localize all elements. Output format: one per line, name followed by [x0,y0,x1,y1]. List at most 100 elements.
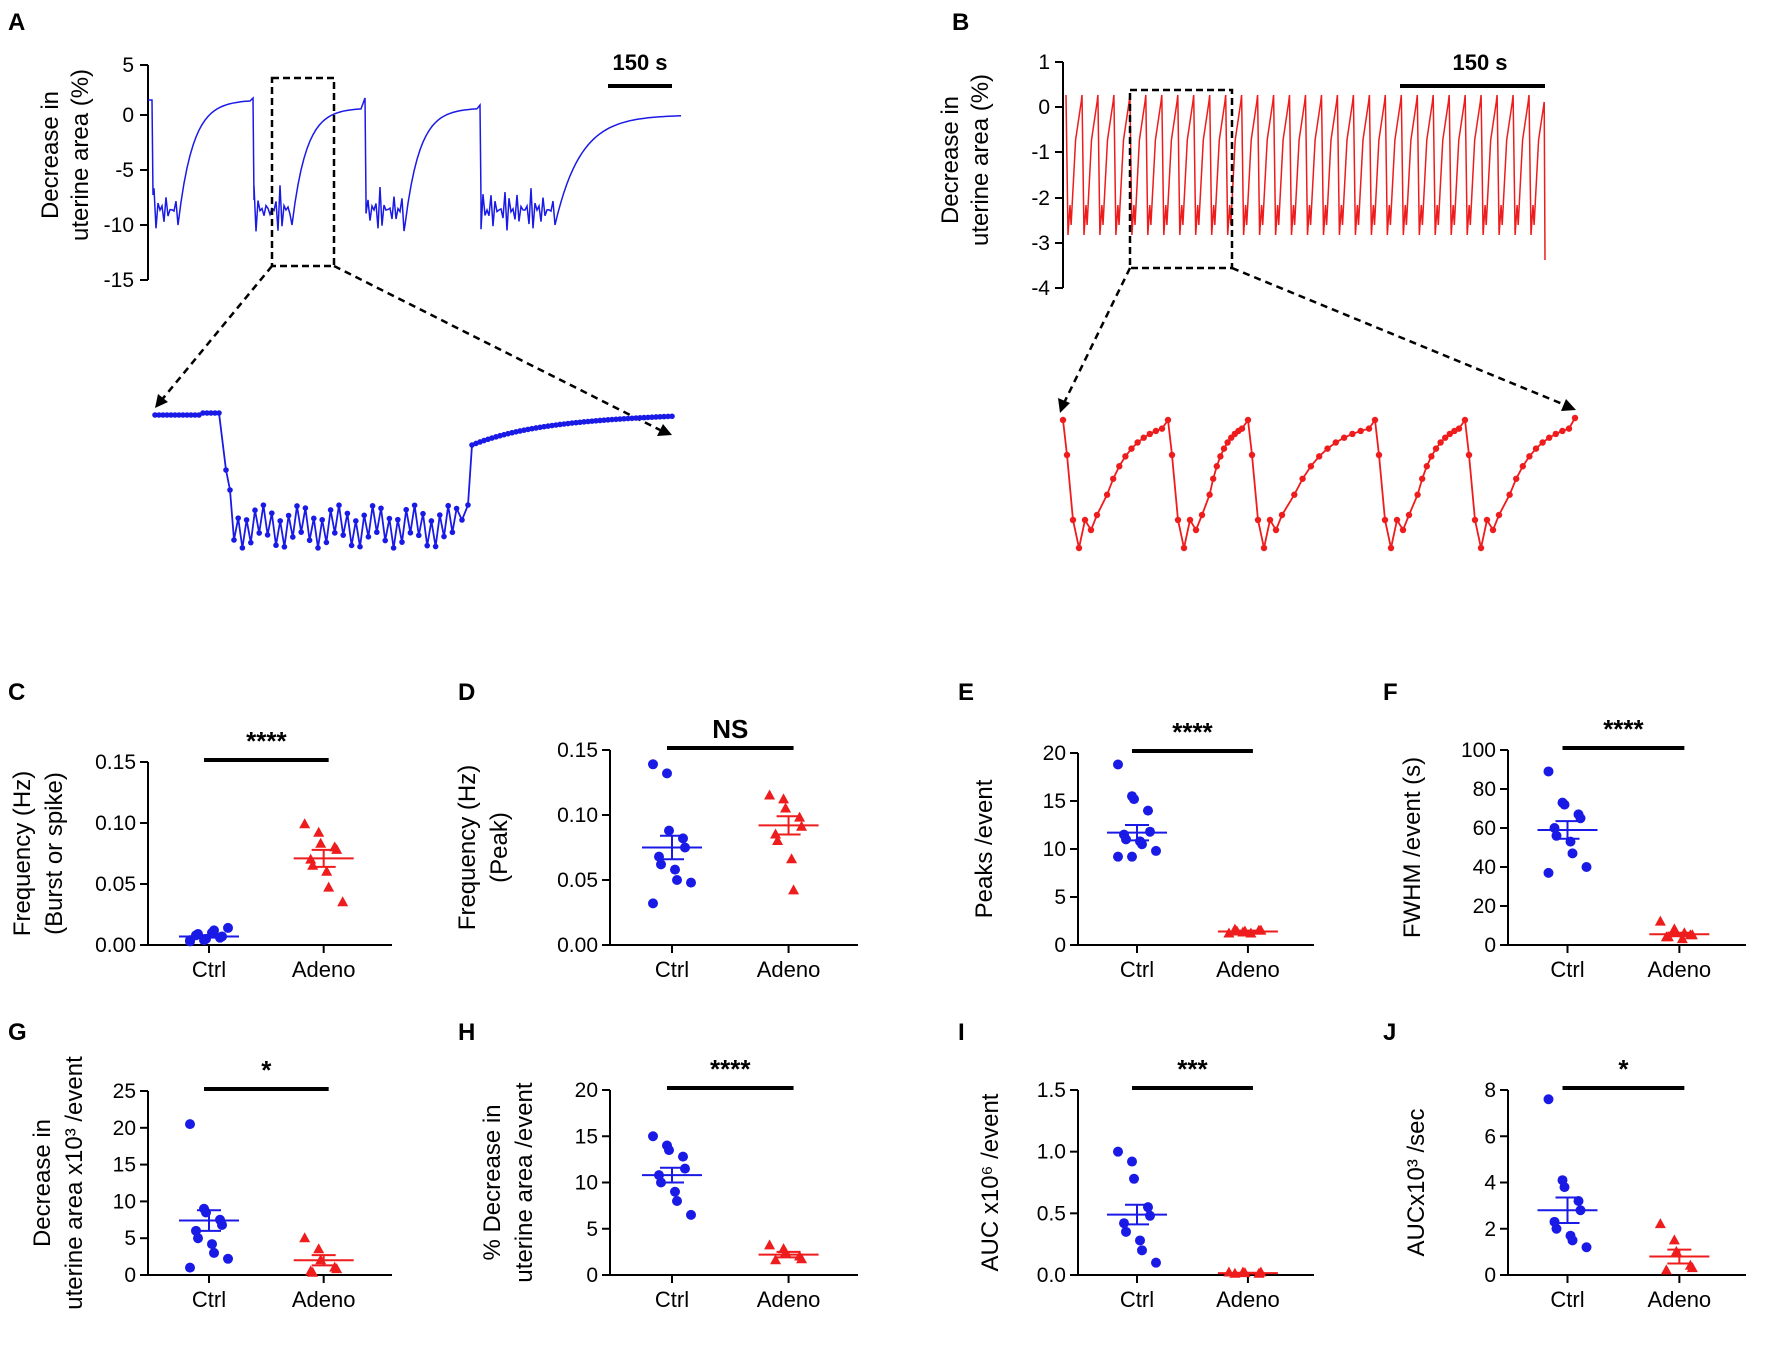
zoom-b-point [1465,451,1473,459]
data-point-ctrl [1137,1245,1147,1256]
zoom-a-point [453,505,460,512]
y-tick-label: 20 [1043,742,1066,765]
zoom-a-point [424,542,431,549]
zoom-b-point [1122,453,1129,460]
data-point-ctrl [1121,1226,1131,1237]
y-tick-label: 8 [1484,1079,1496,1102]
data-point-adeno [313,826,325,837]
zoom-b-point [1324,445,1331,452]
panel-label-i: I [958,1019,965,1046]
data-point-ctrl [648,898,658,909]
zoom-b-point [1371,416,1379,424]
panel-d: D Frequency (Hz) (Peak) 0.15 0.10 0.05 0.00 Ctr… [454,679,858,982]
data-point-adeno [1686,1262,1698,1273]
zoom-a-point [369,503,376,509]
zoom-b-point [1059,416,1067,424]
data-point-ctrl [656,859,666,870]
zoom-a-point [437,512,443,518]
zoom-a-point [252,507,258,513]
y-tick-label: 25 [113,1080,136,1103]
data-point-adeno [764,1239,776,1250]
data-point-ctrl [1129,794,1139,805]
y-axis-title: Frequency (Hz) [9,771,36,936]
y-tick-label: 0.0 [1037,1264,1066,1287]
zoom-a-point [332,530,338,536]
zoom-b-point [1140,434,1147,441]
panel-b-zoom-arrow-left [1061,267,1132,406]
zoom-a-point [441,533,447,540]
panel-a-tick-label: 5 [122,54,134,77]
zoom-b-point [1357,427,1364,435]
y-axis-title: FWHM /event (s) [1399,757,1426,938]
panel-label-c: C [8,679,25,706]
panel-a-zoom-trace [152,410,675,551]
zoom-a-point [420,510,426,517]
y-tick-label: 0 [124,1264,136,1287]
zoom-a-point [449,529,456,536]
zoom-a-point [260,502,267,508]
panel-a-ylabel-line2: uterine area (%) [67,69,94,241]
data-point-ctrl [662,768,672,779]
y-axis-title: Decrease in [29,1119,56,1247]
zoom-a-point [641,414,647,421]
data-point-adeno [1654,1218,1666,1229]
zoom-a-point [661,413,667,420]
data-point-ctrl [670,864,680,875]
zoom-a-point [411,502,418,509]
panel-a-y-ticks: 5 0 -5 -10 -15 [104,54,148,292]
zoom-b-point [1471,516,1479,524]
zoom-a-point [223,467,229,473]
zoom-a-point [432,543,439,550]
data-point-ctrl [1119,1218,1129,1229]
zoom-b-point [1158,425,1166,432]
zoom-a-point [231,537,237,543]
panel-a-zoom-arrow-right [333,264,661,432]
zoom-a-point [378,505,384,512]
zoom-a-point [633,415,639,421]
data-point-ctrl [209,925,219,936]
zoom-a-point [269,510,275,516]
data-point-ctrl [1543,766,1554,777]
data-point-ctrl [1559,799,1570,810]
y-tick-label: 15 [575,1125,598,1148]
zoom-a-point [204,410,210,416]
data-point-ctrl [1559,1182,1570,1193]
zoom-b-point [1552,430,1560,438]
zoom-a-point [168,412,174,418]
zoom-a-point [617,416,623,422]
zoom-b-point [1272,526,1280,534]
zoom-a-point [216,410,222,416]
y-axis-title: % Decrease in [479,1104,506,1260]
zoom-b-point [1419,475,1426,482]
panel-b-tick-label: -4 [1031,277,1050,300]
panel-a-trace [148,96,682,232]
zoom-b-point [1381,516,1389,524]
panel-h: H % Decrease in uterine area /event 20 15 10 5… [458,1019,858,1312]
zoom-a-point [306,537,313,544]
zoom-a-point [374,529,380,536]
significance-label: **** [1172,717,1213,747]
data-point-ctrl [648,1131,658,1142]
panel-b-ylabel-line1: Decrease in [937,96,964,224]
y-tick-label: 0 [1054,934,1066,957]
zoom-b-point [1198,511,1206,519]
data-point-ctrl [686,877,696,888]
x-tick-label: Ctrl [1120,1287,1154,1312]
zoom-b-point [1565,425,1573,432]
zoom-a-point [298,529,305,535]
data-point-ctrl [207,1239,217,1250]
zoom-b-point [1087,526,1095,534]
zoom-b-point [1428,453,1435,460]
data-point-ctrl [1543,867,1554,878]
zoom-a-point [294,503,300,509]
x-tick-label: Adeno [1216,957,1280,982]
significance-label: NS [712,714,748,744]
data-point-ctrl [1135,1235,1145,1246]
zoom-b-point [1192,526,1200,534]
zoom-a-point [239,545,246,551]
panel-b-arrowhead-right [1561,399,1576,411]
zoom-b-point [1506,491,1513,498]
zoom-b-point [1559,427,1566,435]
data-point-ctrl [223,922,233,933]
y-tick-label: 0.10 [557,804,598,827]
